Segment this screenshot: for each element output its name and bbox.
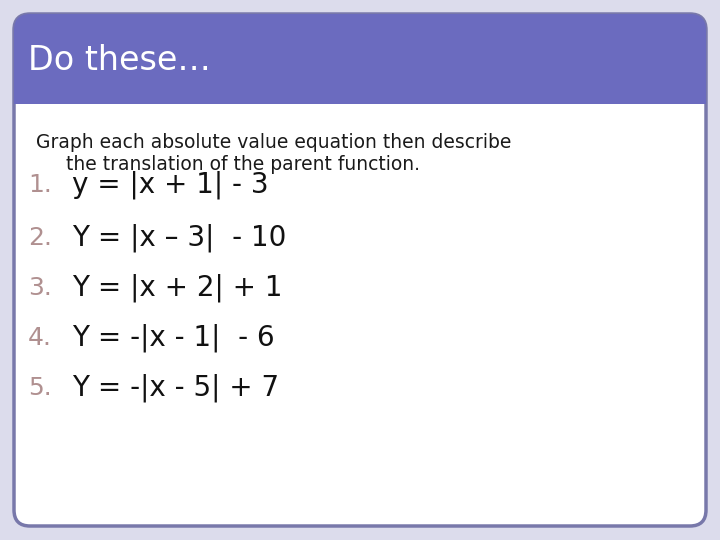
Text: 5.: 5. (28, 376, 52, 400)
Bar (14, 59, 706, 104)
Text: Graph each absolute value equation then describe: Graph each absolute value equation then … (36, 132, 511, 152)
Text: 1.: 1. (28, 173, 52, 197)
FancyBboxPatch shape (14, 14, 706, 526)
Text: 2.: 2. (28, 226, 52, 250)
Text: Y = -|x - 1|  - 6: Y = -|x - 1| - 6 (72, 324, 274, 352)
Text: Y = -|x - 5| + 7: Y = -|x - 5| + 7 (72, 374, 279, 402)
Text: y = |x + 1| - 3: y = |x + 1| - 3 (72, 171, 269, 199)
FancyBboxPatch shape (14, 14, 706, 104)
Text: 4.: 4. (28, 326, 52, 350)
Text: Do these…: Do these… (28, 44, 211, 77)
Text: Y = |x – 3|  - 10: Y = |x – 3| - 10 (72, 224, 287, 252)
Text: 3.: 3. (28, 276, 52, 300)
Text: the translation of the parent function.: the translation of the parent function. (36, 154, 420, 173)
Text: Y = |x + 2| + 1: Y = |x + 2| + 1 (72, 274, 282, 302)
